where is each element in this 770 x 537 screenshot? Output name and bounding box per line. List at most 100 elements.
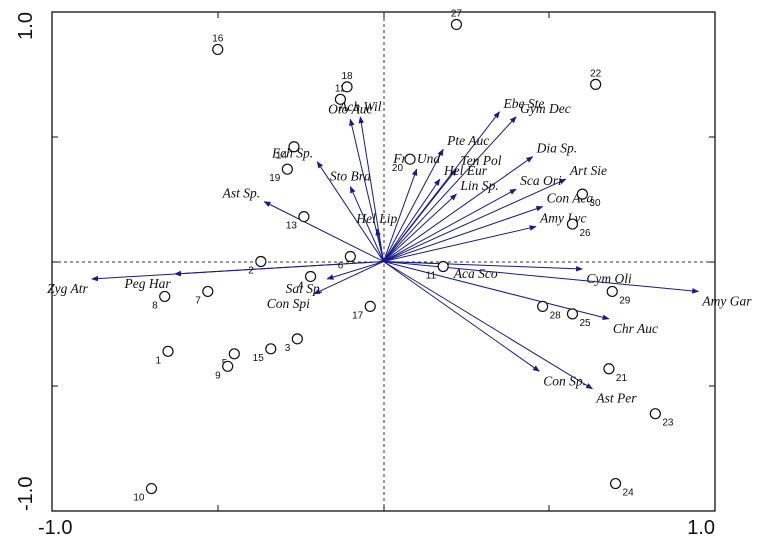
site-point xyxy=(298,210,310,223)
species-arrow xyxy=(383,193,457,262)
species-label: Sto Bra xyxy=(330,169,371,184)
species-arrow xyxy=(91,261,384,282)
species-label: Gym Dec xyxy=(520,101,571,116)
site-label: 17 xyxy=(352,310,364,321)
species-arrow xyxy=(383,225,537,262)
y-tick-label-max: 1.0 xyxy=(15,12,37,40)
species-arrow xyxy=(383,188,517,262)
species-arrow xyxy=(358,116,384,262)
species-arrow xyxy=(383,261,584,272)
species-label: Ast Sp. xyxy=(222,186,261,201)
site-point xyxy=(609,477,622,490)
species-arrow xyxy=(383,168,418,262)
site-point xyxy=(288,141,300,153)
site-label: 23 xyxy=(662,418,674,429)
site-label: 16 xyxy=(212,33,224,44)
site-label: 8 xyxy=(152,300,158,311)
site-point xyxy=(212,43,224,56)
site-point xyxy=(281,163,293,175)
site-label: 2 xyxy=(248,266,254,277)
site-point xyxy=(341,81,353,93)
species-arrow xyxy=(326,261,384,280)
species-arrow xyxy=(349,186,384,262)
species-arrow xyxy=(383,261,540,372)
x-tick-label-min: -1.0 xyxy=(38,517,72,537)
site-label: 10 xyxy=(133,493,145,504)
site-label: 30 xyxy=(589,198,601,209)
species-label: Zyg Atr xyxy=(47,281,88,296)
species-label: Dia Sp. xyxy=(536,141,578,156)
site-point xyxy=(159,290,171,303)
site-point xyxy=(162,345,174,357)
site-label: 20 xyxy=(392,163,404,174)
site-point xyxy=(566,218,579,230)
frame-ticks xyxy=(51,11,716,512)
species-arrow xyxy=(383,178,441,262)
species-arrow xyxy=(383,206,544,262)
species-label: Fra Und xyxy=(392,151,440,166)
site-point xyxy=(603,363,615,375)
species-label: Art Sie xyxy=(569,163,607,178)
species-label: Aca Sco xyxy=(453,266,498,281)
site-label: 27 xyxy=(451,8,463,19)
site-label: 25 xyxy=(579,318,591,329)
species-arrow xyxy=(383,261,593,390)
site-label: 14 xyxy=(276,151,288,162)
site-label: 9 xyxy=(215,370,221,381)
species-arrow xyxy=(316,161,384,262)
species-label: Amy Gar xyxy=(701,293,752,308)
site-label: 19 xyxy=(269,173,281,184)
site-label: 13 xyxy=(286,221,298,232)
species-label: Sca Ori xyxy=(520,173,562,188)
site-point xyxy=(255,255,267,268)
site-point xyxy=(265,343,277,355)
species-label: Sal Sp. xyxy=(286,281,324,296)
species-label: Cym Oli xyxy=(586,271,632,286)
site-point xyxy=(145,482,158,495)
species-arrow xyxy=(313,261,384,295)
site-points: 1234567891011121314151617181920212223242… xyxy=(133,8,674,503)
site-point xyxy=(202,285,214,298)
site-label: 4 xyxy=(298,280,304,291)
site-point xyxy=(222,360,234,372)
species-label: Ech Sp. xyxy=(271,146,313,161)
species-label: Pte Auc xyxy=(446,133,489,148)
species-label: Ebe Ste xyxy=(503,96,545,111)
site-label: 28 xyxy=(550,310,562,321)
species-label: Amy Lyc xyxy=(539,211,586,226)
site-label: 12 xyxy=(335,83,347,94)
site-point xyxy=(437,260,449,273)
species-arrow xyxy=(383,156,534,262)
site-label: 29 xyxy=(619,295,631,306)
species-arrow xyxy=(383,148,444,262)
site-point xyxy=(576,188,589,200)
site-point xyxy=(404,153,416,165)
species-label: Lin Sp. xyxy=(459,178,498,193)
species-arrow xyxy=(383,178,567,262)
species-label: Con Sp. xyxy=(543,373,586,388)
site-label: 18 xyxy=(341,71,353,82)
species-label: Chr Auc xyxy=(613,321,658,336)
species-arrow xyxy=(375,228,384,262)
site-label: 11 xyxy=(426,270,437,281)
x-tick-label-max: 1.0 xyxy=(687,517,715,537)
species-label: Ast Per xyxy=(595,391,637,406)
species-label: Peg Har xyxy=(124,276,172,291)
site-label: 21 xyxy=(616,373,628,384)
species-label: Ten Pol xyxy=(460,153,501,168)
site-point xyxy=(334,93,347,105)
species-label: Hel Lip xyxy=(355,211,397,226)
species-label: Ach Wil xyxy=(338,99,382,114)
species-arrow xyxy=(383,168,457,262)
site-point xyxy=(291,333,303,345)
site-point xyxy=(606,285,618,298)
site-label: 7 xyxy=(195,295,201,306)
site-point xyxy=(344,250,356,263)
site-point xyxy=(566,308,579,320)
site-label: 26 xyxy=(579,228,591,239)
species-label: Con Spi xyxy=(267,296,310,311)
y-tick-label-min: -1.0 xyxy=(15,477,37,511)
site-point xyxy=(450,18,463,31)
species-arrow xyxy=(383,261,700,294)
